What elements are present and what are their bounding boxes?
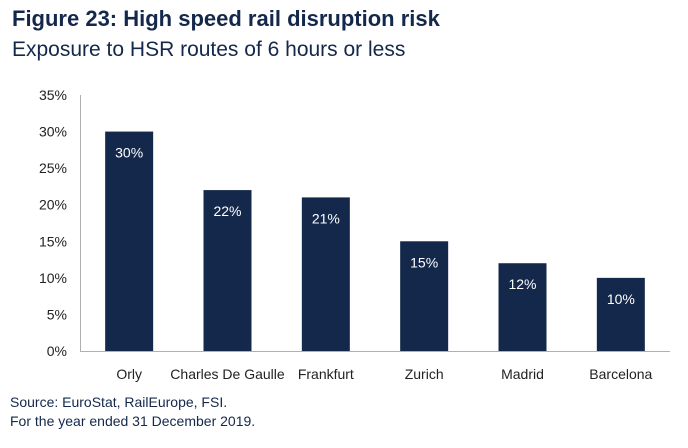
bar	[203, 190, 252, 351]
bar-data-label: 30%	[115, 145, 143, 161]
bar	[105, 131, 154, 351]
bar-data-label: 21%	[312, 210, 340, 226]
bar-data-label: 10%	[607, 291, 635, 307]
y-tick-label: 30%	[39, 124, 67, 140]
x-category-label: Madrid	[501, 366, 544, 382]
bar-data-label: 22%	[213, 203, 241, 219]
y-tick-label: 25%	[39, 160, 67, 176]
y-tick-label: 20%	[39, 197, 67, 213]
source-line: For the year ended 31 December 2019.	[10, 413, 256, 429]
chart-title: Figure 23: High speed rail disruption ri…	[12, 6, 440, 31]
x-category-label: Orly	[116, 366, 142, 382]
y-tick-label: 5%	[47, 306, 67, 322]
y-tick-label: 0%	[47, 343, 67, 359]
chart-subtitle: Exposure to HSR routes of 6 hours or les…	[12, 38, 406, 61]
bar-data-label: 12%	[508, 276, 536, 292]
x-category-label: Barcelona	[589, 366, 652, 382]
y-tick-label: 35%	[39, 87, 67, 103]
x-category-label: Zurich	[405, 366, 444, 382]
bar	[301, 197, 350, 351]
y-tick-label: 10%	[39, 270, 67, 286]
bar	[596, 277, 645, 351]
x-category-label: Charles De Gaulle	[170, 366, 285, 382]
bar	[400, 241, 449, 351]
x-category-label: Frankfurt	[298, 366, 354, 382]
bar-data-label: 15%	[410, 254, 438, 270]
source-line: Source: EuroStat, RailEurope, FSI.	[10, 394, 228, 410]
y-tick-label: 15%	[39, 233, 67, 249]
source-note: Source: EuroStat, RailEurope, FSI. For t…	[10, 393, 255, 431]
bar	[498, 263, 547, 351]
